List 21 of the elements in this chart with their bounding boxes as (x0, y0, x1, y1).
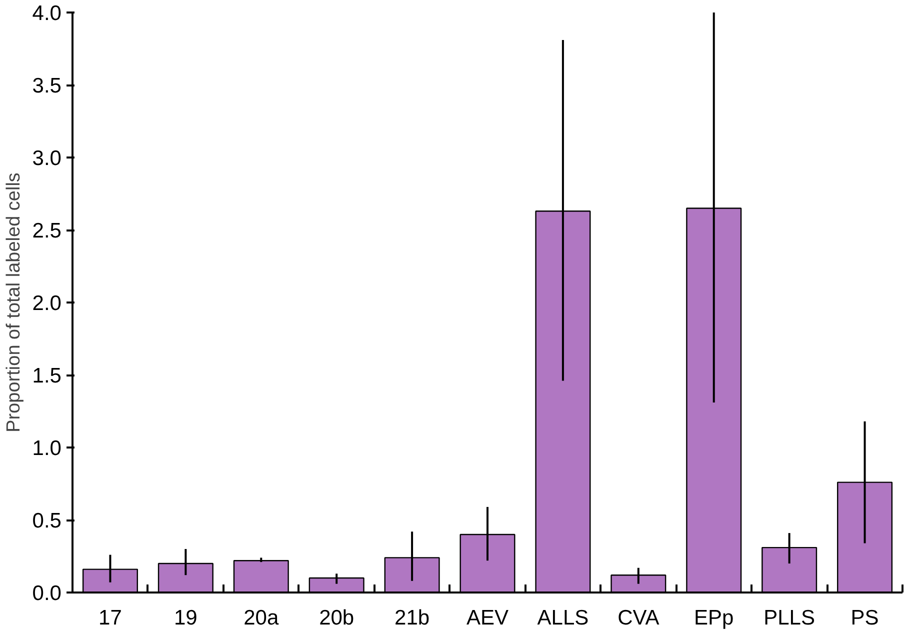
x-tick-label: PS (850, 606, 879, 630)
x-tick-label: ALLS (537, 606, 589, 630)
y-tick-label: 1.0 (32, 437, 62, 460)
y-tick-label: 0.0 (32, 582, 62, 605)
x-tick-label: EPp (694, 606, 734, 630)
x-tick-label: CVA (618, 606, 660, 630)
y-tick-label: 2.5 (32, 220, 62, 242)
x-tick-label: PLLS (764, 606, 816, 630)
y-tick-label: 1.5 (32, 364, 62, 388)
y-axis-title: Proportion of total labeled cells (3, 172, 24, 432)
y-tick-label: 3.0 (32, 147, 62, 170)
x-tick-label: 17 (98, 606, 122, 630)
y-tick-label: 0.5 (32, 510, 62, 532)
x-tick-label: AEV (466, 606, 509, 630)
x-tick-label: 20a (244, 606, 279, 630)
y-tick-label: 4.0 (32, 2, 62, 25)
x-tick-label: 19 (174, 606, 198, 630)
x-tick-label: 21b (394, 606, 430, 630)
y-tick-label: 2.0 (32, 292, 62, 315)
y-tick-label: 3.5 (32, 74, 62, 98)
x-tick-label: 20b (319, 606, 354, 630)
